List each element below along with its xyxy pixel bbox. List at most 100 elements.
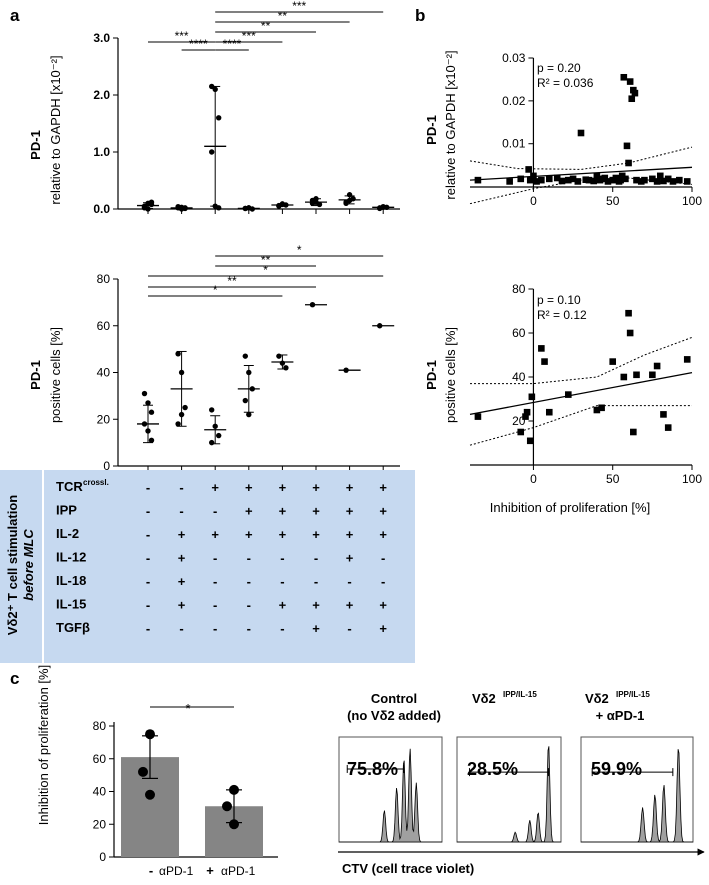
y-tick-label: 60 xyxy=(512,326,526,340)
data-point xyxy=(612,174,620,182)
b2-annot-p: p = 0.10 xyxy=(537,293,581,307)
data-point xyxy=(523,408,531,416)
y-tick-label: 80 xyxy=(512,282,526,296)
data-point xyxy=(653,178,661,185)
data-point xyxy=(653,362,661,370)
cell-value: - xyxy=(146,527,150,542)
cell-value: - xyxy=(280,551,284,566)
data-point xyxy=(528,393,536,401)
a2-ylabel: positive cells [%] xyxy=(48,327,63,423)
cell-value: - xyxy=(146,551,150,566)
a1-ylabel-bold: PD-1 xyxy=(28,130,43,160)
histogram-box xyxy=(338,736,443,843)
flow-cytometry-panels: Control (no Vδ2 added) Vδ2 IPP/IL-15 Vδ2… xyxy=(338,690,705,876)
data-point xyxy=(649,175,656,183)
sig-label: * xyxy=(297,243,302,257)
data-point xyxy=(533,178,540,185)
cell-value: + xyxy=(312,527,320,542)
cell-value: + xyxy=(279,504,287,519)
data-point xyxy=(246,411,252,418)
y-tick-label: 0 xyxy=(99,850,106,864)
data-point xyxy=(664,424,672,431)
data-point xyxy=(222,801,232,812)
data-point xyxy=(283,365,289,371)
cell-value: - xyxy=(347,621,351,636)
y-tick-label: 60 xyxy=(97,319,111,333)
cell-value: + xyxy=(379,504,387,519)
cell-value: + xyxy=(346,504,354,519)
data-point xyxy=(242,353,248,359)
y-tick-label: 40 xyxy=(512,370,526,384)
y-tick-label: 2.0 xyxy=(93,88,110,102)
row-label: IL-2 xyxy=(56,526,79,541)
sig-label: *** xyxy=(292,0,306,13)
histogram-curve xyxy=(339,748,442,843)
sig-label: *** xyxy=(175,29,189,43)
cell-value: + xyxy=(346,551,354,566)
data-point xyxy=(593,406,601,414)
data-point xyxy=(517,175,525,183)
flow-title-control: Control xyxy=(371,691,417,706)
y-tick-label: 0.03 xyxy=(502,51,526,65)
x-tick-label: 100 xyxy=(682,472,702,486)
data-point xyxy=(209,439,215,446)
a2-ylabel-bold: PD-1 xyxy=(28,360,43,390)
panel-label-b: b xyxy=(415,6,425,25)
chart-b1-correlation-mrna: PD-1 relative to GAPDH [x10⁻²] p = 0.20 … xyxy=(424,50,702,208)
x-tick-label: 50 xyxy=(606,194,620,208)
cell-value: + xyxy=(312,504,320,519)
data-point xyxy=(538,176,545,184)
cell-value: + xyxy=(279,527,287,542)
cell-value: + xyxy=(346,598,354,613)
data-point xyxy=(574,178,582,185)
stimulation-table: Vδ2⁺ T cell stimulation before MLC TCR cr… xyxy=(0,470,415,663)
c1-cat2-label: αPD-1 xyxy=(221,864,256,878)
data-point xyxy=(216,115,222,121)
data-point xyxy=(530,172,537,180)
data-point xyxy=(148,409,155,415)
y-tick-label: 60 xyxy=(93,752,107,766)
b1-annot-r: R² = 0.036 xyxy=(537,76,594,90)
cell-value: + xyxy=(312,621,320,636)
data-point xyxy=(590,177,597,185)
sig-label: * xyxy=(263,263,268,277)
cell-value: + xyxy=(178,598,186,613)
c1-cat1-sign: - xyxy=(149,863,153,878)
flow-title-vd2apd1-sup: IPP/IL-15 xyxy=(616,690,650,699)
row-label-sup: crossl. xyxy=(83,478,109,487)
data-point xyxy=(609,358,617,365)
cell-value: - xyxy=(314,574,318,589)
y-tick-label: 0.0 xyxy=(93,202,110,216)
cell-value: - xyxy=(381,551,385,566)
b2-annot-r: R² = 0.12 xyxy=(537,308,587,322)
ci-upper-line xyxy=(469,146,693,170)
sig-label: *** xyxy=(242,29,256,43)
b2-xlabel: Inhibition of proliferation [%] xyxy=(490,500,650,515)
table-side-label-1: Vδ2⁺ T cell stimulation xyxy=(5,495,20,636)
flow-title-vd2apd1: Vδ2 xyxy=(585,691,609,706)
cell-value: - xyxy=(347,574,351,589)
cell-value: - xyxy=(213,551,217,566)
data-point xyxy=(276,353,282,359)
ci-upper-line xyxy=(470,336,693,385)
table-background xyxy=(0,470,415,663)
data-point xyxy=(630,428,637,436)
data-point xyxy=(669,178,677,185)
fit-line xyxy=(469,371,693,416)
cell-value: - xyxy=(146,480,150,495)
sig-label: ** xyxy=(227,274,237,288)
data-point xyxy=(656,172,664,180)
data-point xyxy=(526,176,534,184)
sig-label: ** xyxy=(278,9,288,23)
row-label: IPP xyxy=(56,503,77,518)
data-point xyxy=(620,373,628,381)
cell-value: - xyxy=(280,574,284,589)
flow-title-vd2-sup: IPP/IL-15 xyxy=(503,690,537,699)
data-point xyxy=(565,391,572,398)
data-point xyxy=(553,174,561,182)
c1-ylabel: Inhibition of proliferation [%] xyxy=(36,665,51,825)
y-tick-label: 80 xyxy=(97,272,111,286)
data-point xyxy=(631,89,639,97)
data-point xyxy=(526,437,534,445)
data-point xyxy=(683,356,691,363)
